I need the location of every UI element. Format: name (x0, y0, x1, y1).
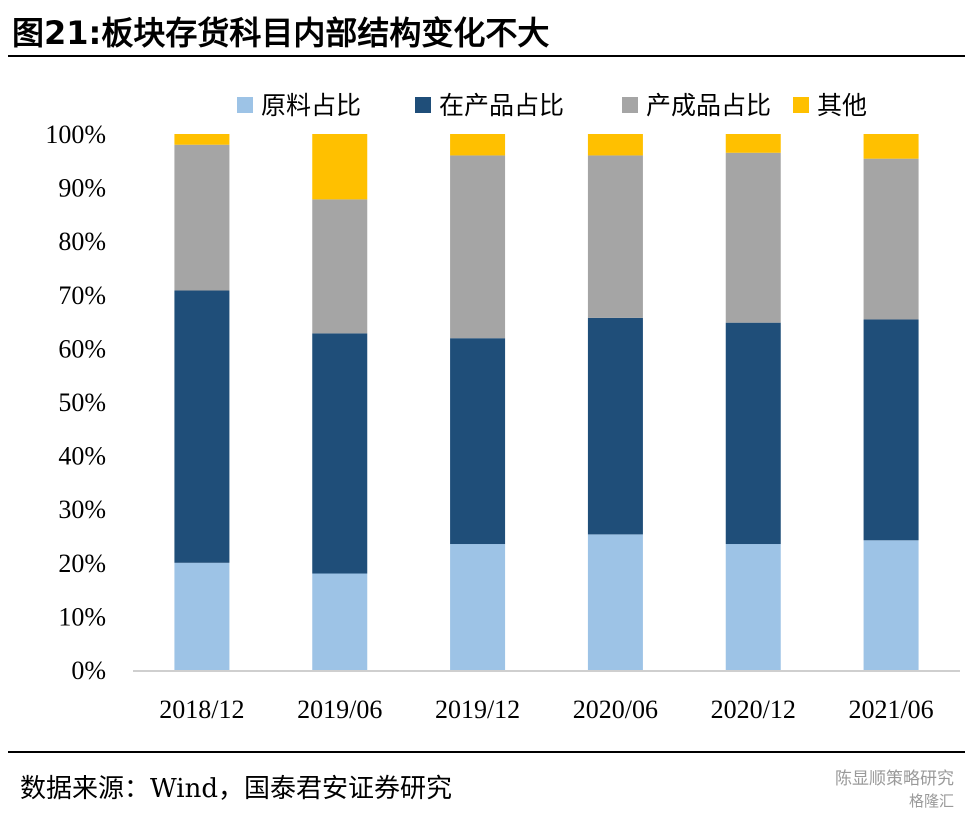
bar-segment-1-2 (312, 199, 368, 334)
stacked-bar-chart: 原料占比 在产品占比 产成品占比 其他 0% 10% 20% 30% 40% 50% 60% 70%… (45, 91, 960, 724)
legend-label-0: 原料占比 (261, 91, 361, 120)
legend-label-3: 其他 (817, 91, 867, 120)
y-tick-label: 80% (58, 227, 106, 256)
bar-segment-0-3 (174, 134, 230, 145)
x-tick-label: 2018/12 (159, 695, 244, 724)
legend-swatch-1 (415, 97, 431, 113)
bars (174, 134, 919, 670)
bar-segment-1-0 (312, 573, 368, 670)
watermark-line-2: 格隆汇 (908, 792, 954, 810)
y-tick-label: 40% (58, 442, 106, 471)
title-divider (8, 55, 965, 57)
bar-segment-4-2 (725, 152, 781, 323)
legend: 原料占比 在产品占比 产成品占比 其他 (237, 91, 867, 120)
bar-segment-2-0 (450, 544, 506, 670)
bar-segment-2-2 (450, 155, 506, 339)
x-tick-label: 2020/12 (711, 695, 796, 724)
x-tick-label: 2019/12 (435, 695, 520, 724)
y-tick-label: 50% (58, 388, 106, 417)
legend-label-2: 产成品占比 (646, 91, 771, 120)
legend-swatch-3 (793, 97, 809, 113)
y-tick-label: 90% (58, 174, 106, 203)
y-tick-label: 10% (58, 602, 106, 631)
bar-segment-0-1 (174, 290, 230, 563)
source-note: 数据来源：Wind，国泰君安证券研究 (20, 774, 452, 804)
bar-segment-3-3 (587, 134, 643, 156)
x-axis: 2018/12 2019/06 2019/12 2020/06 2020/12 2021/… (133, 670, 960, 724)
bar-segment-0-0 (174, 562, 230, 670)
legend-swatch-0 (237, 97, 253, 113)
bar-segment-5-0 (863, 540, 919, 670)
legend-label-1: 在产品占比 (439, 91, 564, 120)
x-tick-label: 2019/06 (297, 695, 382, 724)
bar-segment-0-2 (174, 144, 230, 291)
page-title: 图21:板块存货科目内部结构变化不大 (12, 14, 550, 52)
y-tick-label: 60% (58, 334, 106, 363)
bar-segment-4-1 (725, 322, 781, 545)
bar-segment-3-0 (587, 534, 643, 670)
bar-segment-1-1 (312, 333, 368, 574)
y-tick-label: 70% (58, 281, 106, 310)
bar-segment-4-3 (725, 134, 781, 153)
y-tick-label: 20% (58, 549, 106, 578)
x-tick-label: 2020/06 (573, 695, 658, 724)
y-tick-label: 30% (58, 495, 106, 524)
y-tick-label: 100% (45, 120, 106, 149)
watermark-line-1: 陈显顺策略研究 (835, 769, 954, 789)
bar-segment-5-3 (863, 134, 919, 159)
bar-segment-2-1 (450, 338, 506, 545)
bar-segment-1-3 (312, 134, 368, 200)
legend-swatch-2 (622, 97, 638, 113)
bar-segment-2-3 (450, 134, 506, 156)
bar-segment-5-2 (863, 158, 919, 320)
bar-segment-3-1 (587, 317, 643, 535)
x-tick-label: 2021/06 (848, 695, 933, 724)
watermark: 陈显顺策略研究 格隆汇 (835, 768, 954, 812)
bar-segment-4-0 (725, 544, 781, 670)
source-divider (8, 751, 965, 753)
y-axis: 0% 10% 20% 30% 40% 50% 60% 70% 80% 90% 100% (45, 120, 106, 685)
bar-segment-3-2 (587, 155, 643, 318)
y-tick-label: 0% (71, 656, 106, 685)
bar-segment-5-1 (863, 319, 919, 541)
